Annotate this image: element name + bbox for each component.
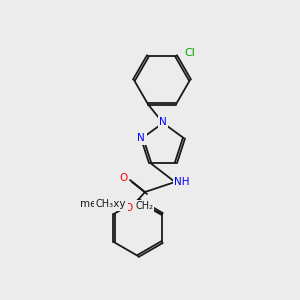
Text: N: N [137, 133, 145, 143]
Text: N: N [159, 117, 167, 127]
Text: O: O [119, 173, 127, 183]
Text: CH₃: CH₃ [95, 199, 113, 209]
Text: CH₂: CH₂ [135, 201, 153, 211]
Text: O: O [124, 203, 132, 213]
Text: Cl: Cl [184, 48, 195, 58]
Text: NH: NH [174, 177, 190, 187]
Text: methoxy: methoxy [80, 199, 126, 209]
